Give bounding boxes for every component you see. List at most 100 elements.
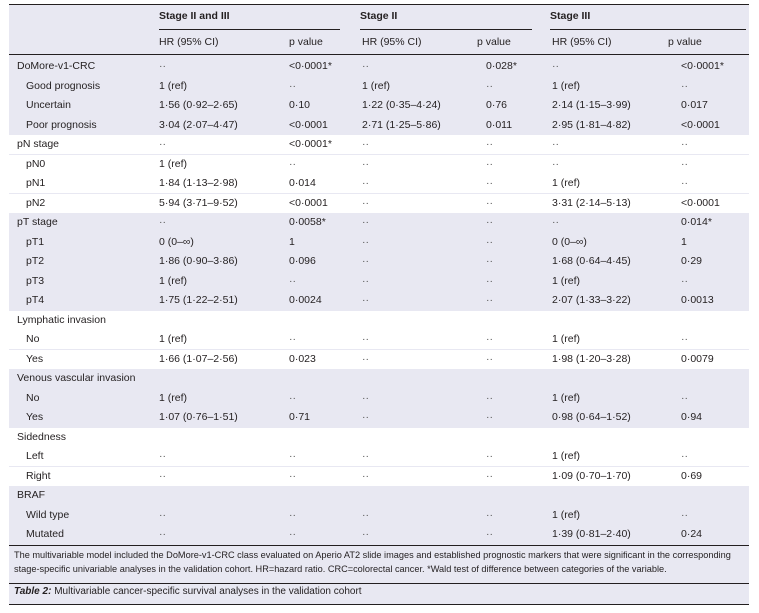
table-row: DoMore-v1-CRC ·· <0·0001* ·· 0·028* ·· <0·0001… (9, 57, 749, 76)
row-label: pT2 (26, 255, 45, 267)
p-value-cell: <0·0001 (289, 118, 328, 131)
hr-cell: 1 (ref) (552, 391, 581, 404)
hr-cell: 1·39 (0·81–2·40) (552, 528, 631, 540)
row-label: Uncertain (26, 99, 71, 111)
table-row: Yes 1·66 (1·07–2·56) 0·023 ·· ·· 1·98 (1·20–3… (9, 349, 749, 369)
table-row: pN stage ·· <0·0001* ·· ·· ·· ·· (9, 135, 749, 154)
row-label: Lymphatic invasion (17, 313, 106, 326)
hr-cell: 1·75 (1·22–2·51) (159, 294, 238, 306)
hr-cell: ·· (362, 469, 369, 482)
hr-cell: 1·22 (0·35–4·24) (362, 99, 441, 111)
row-label: BRAF (17, 489, 46, 501)
hr-cell: 1 (ref) (552, 79, 581, 92)
hr-cell: 1 (ref) (362, 79, 391, 92)
p-value-cell: ·· (289, 274, 296, 287)
hr-cell: ·· (159, 469, 166, 482)
p-value-cell: 0·096 (289, 255, 316, 267)
table-footnote: The multivariable model included the DoM… (14, 550, 731, 574)
hr-cell: ·· (362, 294, 369, 306)
stage-header-iii: Stage III (550, 10, 591, 22)
table-row: Wild type ·· ·· ·· ·· 1 (ref) ·· (9, 506, 749, 525)
hr-cell: ·· (362, 157, 369, 170)
hr-cell: 1·66 (1·07–2·56) (159, 352, 238, 365)
hr-cell: 1 (ref) (159, 79, 188, 92)
table-row: pT3 1 (ref) ·· ·· ·· 1 (ref) ·· (9, 272, 749, 291)
row-label: Mutated (26, 528, 64, 540)
hr-cell: 1 (ref) (552, 274, 581, 287)
p-value-cell: <0·0001 (681, 118, 720, 131)
hr-cell: 1·98 (1·20–3·28) (552, 352, 631, 365)
p-value-cell: ·· (289, 157, 296, 170)
hr-cell: 1·84 (1·13–2·98) (159, 177, 238, 189)
p-value-cell: ·· (289, 333, 296, 345)
hr-cell: ·· (362, 274, 369, 287)
p-value-cell: ·· (289, 450, 296, 462)
hr-cell: 1·09 (0·70–1·70) (552, 469, 631, 482)
table-row: Lymphatic invasion (9, 310, 749, 330)
hr-cell: ·· (552, 216, 559, 228)
p-value-cell: ·· (289, 391, 296, 404)
row-label: pT3 (26, 274, 45, 287)
hr-cell: 2·14 (1·15–3·99) (552, 99, 631, 111)
hr-cell: ·· (362, 352, 369, 365)
hr-cell: ·· (362, 528, 369, 540)
stage-underline (550, 29, 746, 30)
hr-cell: ·· (159, 60, 166, 72)
p-value-cell: ·· (486, 79, 493, 92)
stage-header-ii-iii: Stage II and III (159, 10, 230, 22)
row-label: pN1 (26, 177, 46, 189)
p-value-cell: ·· (681, 177, 688, 189)
table-row: pT stage ·· 0·0058* ·· ·· ·· 0·014* (9, 213, 749, 232)
hr-cell: 0 (0–∞) (159, 235, 194, 248)
row-label: Right (26, 469, 51, 482)
hr-cell: 5·94 (3·71–9·52) (159, 196, 238, 209)
row-label: pN0 (26, 157, 46, 170)
table-frame (9, 4, 749, 605)
row-label: No (26, 391, 40, 404)
row-label: pT1 (26, 235, 45, 248)
p-value-cell: ·· (681, 138, 688, 150)
table-row: No 1 (ref) ·· ·· ·· 1 (ref) ·· (9, 330, 749, 349)
hr-cell: 1·86 (0·90–3·86) (159, 255, 238, 267)
p-value-cell: ·· (486, 469, 493, 482)
col-header-hr: HR (95% CI) (362, 36, 422, 48)
table-row: pT4 1·75 (1·22–2·51) 0·0024 ·· ·· 2·07 (1·33–… (9, 291, 749, 310)
hr-cell: ·· (552, 60, 559, 72)
p-value-cell: 1 (289, 235, 295, 248)
p-value-cell: ·· (289, 79, 296, 92)
body-bottom-rule (9, 545, 749, 546)
hr-cell: 2·07 (1·33–3·22) (552, 294, 631, 306)
hr-cell: 1 (ref) (159, 157, 188, 170)
hr-cell: ·· (362, 508, 369, 521)
hr-cell: ·· (362, 255, 369, 267)
hr-cell: 1·56 (0·92–2·65) (159, 99, 238, 111)
table-row: pT1 0 (0–∞) 1 ·· ·· 0 (0–∞) 1 (9, 233, 749, 252)
p-value-cell: ·· (289, 469, 296, 482)
hr-cell: 0·98 (0·64–1·52) (552, 411, 631, 423)
table-row: pN1 1·84 (1·13–2·98) 0·014 ·· ·· 1 (ref) ·· (9, 174, 749, 193)
hr-cell: 1 (ref) (159, 274, 188, 287)
hr-cell: ·· (362, 138, 369, 150)
hr-cell: ·· (552, 138, 559, 150)
hr-cell: ·· (362, 177, 369, 189)
caption-label: Table 2: (14, 586, 52, 597)
table-row: Left ·· ·· ·· ·· 1 (ref) ·· (9, 447, 749, 466)
hr-cell: ·· (362, 411, 369, 423)
row-label: pN stage (17, 138, 60, 150)
p-value-cell: <0·0001 (681, 196, 720, 209)
p-value-cell: <0·0001* (289, 138, 332, 150)
p-value-cell: ·· (486, 450, 493, 462)
hr-cell: 1 (ref) (159, 391, 188, 404)
table-row: Mutated ·· ·· ·· ·· 1·39 (0·81–2·40) 0·24 (9, 525, 749, 544)
p-value-cell: ·· (681, 391, 688, 404)
col-header-p: p value (477, 36, 511, 48)
p-value-cell: ·· (486, 411, 493, 423)
hr-cell: ·· (362, 391, 369, 404)
p-value-cell: 0·76 (486, 99, 508, 111)
col-header-hr: HR (95% CI) (159, 36, 219, 48)
p-value-cell: ·· (681, 508, 688, 521)
table-row: Good prognosis 1 (ref) ·· 1 (ref) ·· 1 (ref) ·… (9, 77, 749, 96)
hr-cell: ·· (362, 235, 369, 248)
hr-cell: ·· (362, 450, 369, 462)
row-label: Left (26, 450, 44, 462)
